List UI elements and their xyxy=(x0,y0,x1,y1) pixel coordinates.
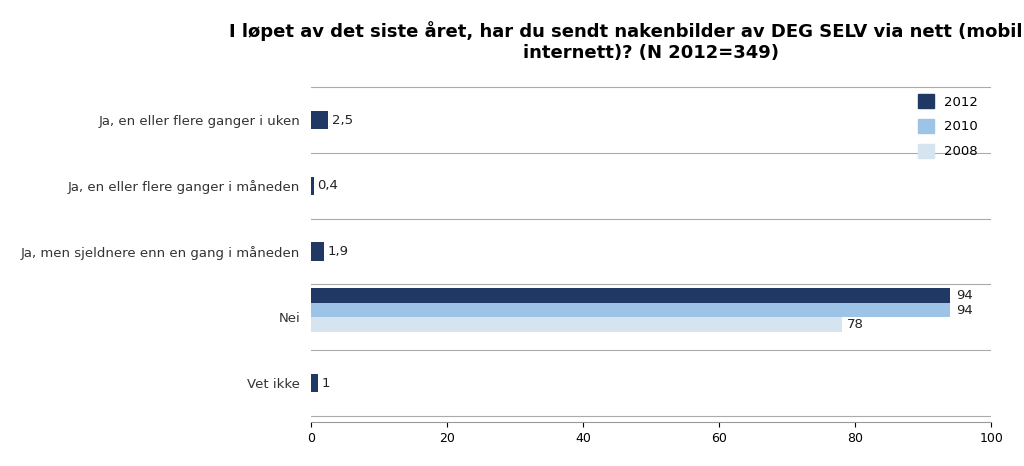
Text: 94: 94 xyxy=(955,289,973,302)
Text: 94: 94 xyxy=(955,304,973,316)
Text: 0,4: 0,4 xyxy=(317,179,338,192)
Text: 1: 1 xyxy=(322,377,330,390)
Text: 1,9: 1,9 xyxy=(328,245,348,258)
Bar xyxy=(311,317,842,332)
Legend: 2012, 2010, 2008: 2012, 2010, 2008 xyxy=(911,88,985,165)
Bar xyxy=(311,288,950,303)
Text: 2,5: 2,5 xyxy=(332,114,352,127)
Bar xyxy=(311,111,329,130)
Text: 78: 78 xyxy=(847,318,864,331)
Bar xyxy=(311,177,314,195)
Title: I løpet av det siste året, har du sendt nakenbilder av DEG SELV via nett (mobil : I løpet av det siste året, har du sendt … xyxy=(228,21,1024,62)
Bar xyxy=(311,303,950,317)
Bar xyxy=(311,374,318,392)
Bar xyxy=(311,242,325,261)
